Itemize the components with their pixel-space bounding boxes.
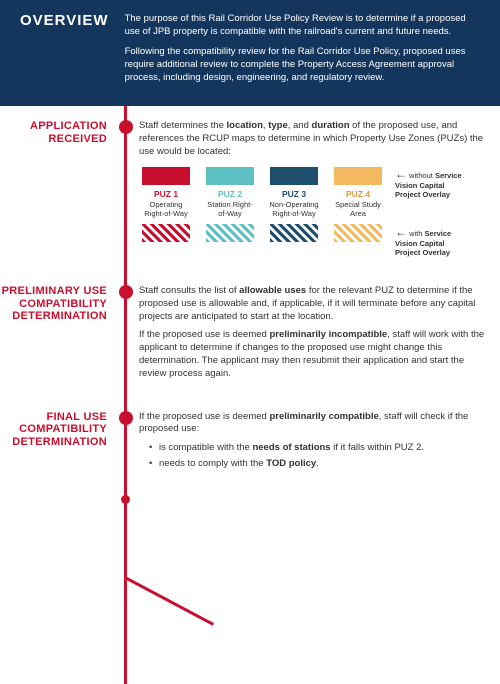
step-content: Staff consults the list of allowable use… (115, 285, 500, 387)
puz1-hatch (142, 224, 190, 242)
step-application-received: APPLICATION RECEIVED Staff determines th… (0, 106, 500, 270)
puz-1: PUZ 1 Operating Right-of-Way (139, 167, 193, 242)
puz-3: PUZ 3 Non-Operating Right-of-Way (267, 167, 321, 242)
puz4-swatch (334, 167, 382, 185)
step-dot (119, 120, 133, 134)
puz1-swatch (142, 167, 190, 185)
step-content: If the proposed use is deemed preliminar… (115, 411, 500, 474)
bullet-list: is compatible with the needs of stations… (139, 442, 486, 471)
step-dot (119, 411, 133, 425)
arrow-left-icon: ← (395, 225, 407, 239)
overlay-note-without: ← without Service Vision Capital Project… (395, 167, 465, 199)
puz3-hatch (270, 224, 318, 242)
step-dot-small (121, 495, 130, 504)
step-preliminary-determination: PRELIMINARY USE COMPATIBILITY DETERMINAT… (0, 271, 500, 397)
timeline: APPLICATION RECEIVED Staff determines th… (0, 106, 500, 483)
step-label: PRELIMINARY USE COMPATIBILITY DETERMINAT… (0, 285, 115, 387)
timeline-branch (124, 577, 214, 627)
overlay-note-with: ← with Service Vision Capital Project Ov… (395, 225, 465, 257)
overview-header: OVERVIEW The purpose of this Rail Corrid… (0, 0, 500, 106)
step-label: FINAL USE COMPATIBILITY DETERMINATION (0, 411, 115, 474)
step-content: Staff determines the location, type, and… (115, 120, 500, 260)
step-label: APPLICATION RECEIVED (0, 120, 115, 260)
step-final-determination: FINAL USE COMPATIBILITY DETERMINATION If… (0, 397, 500, 484)
puz2-hatch (206, 224, 254, 242)
puz-2: PUZ 2 Station Right-of-Way (203, 167, 257, 242)
puz2-swatch (206, 167, 254, 185)
header-text: The purpose of this Rail Corridor Use Po… (125, 12, 480, 90)
header-title: OVERVIEW (20, 12, 109, 90)
puz-4: PUZ 4 Special Study Area (331, 167, 385, 242)
puz-grid: PUZ 1 Operating Right-of-Way PUZ 2 Stati… (139, 167, 486, 257)
puz4-hatch (334, 224, 382, 242)
step-dot (119, 285, 133, 299)
puz3-swatch (270, 167, 318, 185)
arrow-left-icon: ← (395, 167, 407, 181)
